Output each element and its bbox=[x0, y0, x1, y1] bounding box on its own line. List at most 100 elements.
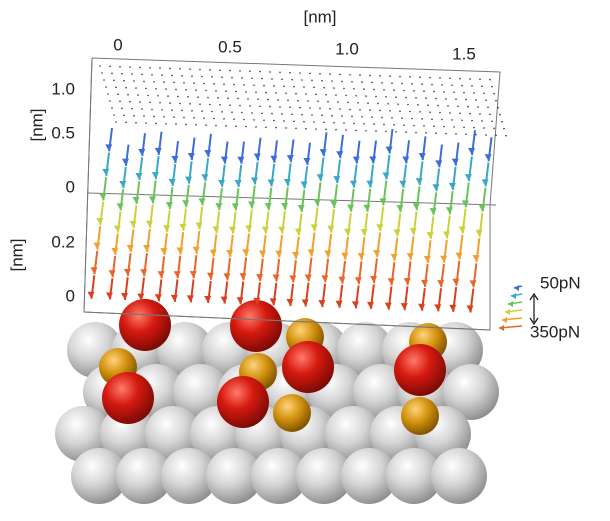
grid-dot bbox=[471, 85, 473, 87]
grid-dot bbox=[169, 68, 171, 70]
grid-dot bbox=[193, 117, 195, 119]
grid-dot bbox=[475, 99, 477, 101]
grid-dot bbox=[411, 83, 413, 85]
arrow-head bbox=[166, 202, 173, 209]
grid-dot bbox=[283, 86, 285, 88]
arrow-head bbox=[292, 252, 299, 259]
grid-dot bbox=[365, 130, 367, 132]
arrow-head bbox=[333, 176, 340, 183]
grid-dot bbox=[327, 101, 329, 103]
arrow-head bbox=[344, 229, 351, 236]
grid-dot bbox=[499, 114, 501, 116]
grid-dots bbox=[99, 65, 507, 136]
arrow-head bbox=[171, 156, 178, 163]
grid-dot bbox=[307, 100, 309, 102]
grid-dot bbox=[393, 124, 395, 126]
arrow-head bbox=[308, 249, 315, 256]
grid-dot bbox=[117, 94, 119, 96]
grid-dot bbox=[329, 108, 331, 110]
grid-dot bbox=[261, 112, 263, 114]
grid-dot bbox=[435, 132, 437, 134]
grid-dot bbox=[111, 73, 113, 75]
grid-dot bbox=[281, 79, 283, 81]
grid-dot bbox=[299, 72, 301, 74]
arrow-head bbox=[455, 253, 462, 260]
grid-dot bbox=[467, 106, 469, 108]
grid-dot bbox=[235, 125, 237, 127]
arrow-head bbox=[416, 178, 423, 185]
arrow-head bbox=[284, 179, 291, 186]
grid-dot bbox=[203, 117, 205, 119]
grid-dot bbox=[189, 103, 191, 105]
grid-dot bbox=[163, 116, 165, 118]
grid-dot bbox=[411, 118, 413, 120]
grid-dot bbox=[449, 112, 451, 114]
grid-dot bbox=[273, 85, 275, 87]
grid-dot bbox=[385, 131, 387, 133]
grid-dot bbox=[401, 117, 403, 119]
grid-dot bbox=[115, 87, 117, 89]
arrow-head bbox=[369, 157, 376, 164]
grid-dot bbox=[367, 102, 369, 104]
grid-dot bbox=[99, 65, 101, 67]
grid-dot bbox=[351, 116, 353, 118]
arrow-head bbox=[466, 306, 473, 313]
grid-dot bbox=[103, 79, 105, 81]
grid-dot bbox=[239, 105, 241, 107]
grid-dot bbox=[383, 124, 385, 126]
grid-dot bbox=[279, 72, 281, 74]
grid-dot bbox=[433, 125, 435, 127]
arrow-head bbox=[327, 226, 334, 233]
grid-dot bbox=[321, 115, 323, 117]
grid-dot bbox=[335, 129, 337, 131]
arrow-head bbox=[355, 277, 362, 284]
grid-dot bbox=[181, 110, 183, 112]
grid-dot bbox=[485, 100, 487, 102]
grid-dot bbox=[439, 77, 441, 79]
grid-dot bbox=[469, 78, 471, 80]
arrow-head bbox=[187, 295, 194, 302]
grid-dot bbox=[173, 82, 175, 84]
arrow-head bbox=[295, 229, 302, 236]
grid-dot bbox=[355, 130, 357, 132]
grid-dot bbox=[493, 128, 495, 130]
grid-dot bbox=[363, 123, 365, 125]
grid-dot bbox=[303, 86, 305, 88]
arrow-head bbox=[121, 293, 128, 300]
grid-dot bbox=[471, 120, 473, 122]
grid-dot bbox=[347, 102, 349, 104]
grid-dot bbox=[393, 89, 395, 91]
arrow-head bbox=[146, 221, 153, 228]
arrow-head bbox=[338, 277, 345, 284]
arrow-head bbox=[314, 199, 321, 206]
grid-dot bbox=[217, 97, 219, 99]
grid-dot bbox=[311, 114, 313, 116]
arrow-head bbox=[130, 221, 137, 228]
grid-dot bbox=[165, 123, 167, 125]
grid-dot bbox=[419, 76, 421, 78]
left-tick: 0 bbox=[66, 286, 75, 305]
arrow-head bbox=[226, 250, 233, 257]
grid-dot bbox=[207, 97, 209, 99]
arrow-head bbox=[385, 303, 392, 310]
grid-dot bbox=[335, 94, 337, 96]
grid-dot bbox=[241, 77, 243, 79]
arrow-head bbox=[179, 224, 186, 231]
arrow-head bbox=[301, 182, 308, 189]
grid-dot bbox=[337, 101, 339, 103]
grid-dot bbox=[209, 69, 211, 71]
grid-dot bbox=[319, 108, 321, 110]
arrow-head bbox=[303, 158, 310, 165]
arrow-head bbox=[210, 250, 217, 257]
grid-dot bbox=[405, 131, 407, 133]
grid-dot bbox=[415, 97, 417, 99]
grid-dot bbox=[245, 126, 247, 128]
left-tick: 1.0 bbox=[51, 79, 75, 98]
grid-dot bbox=[129, 101, 131, 103]
arrow-head bbox=[111, 248, 118, 255]
grid-dot bbox=[345, 129, 347, 131]
arrow-head bbox=[336, 151, 343, 158]
arrow-head bbox=[174, 271, 181, 278]
grid-dot bbox=[161, 74, 163, 76]
grid-dot bbox=[399, 110, 401, 112]
